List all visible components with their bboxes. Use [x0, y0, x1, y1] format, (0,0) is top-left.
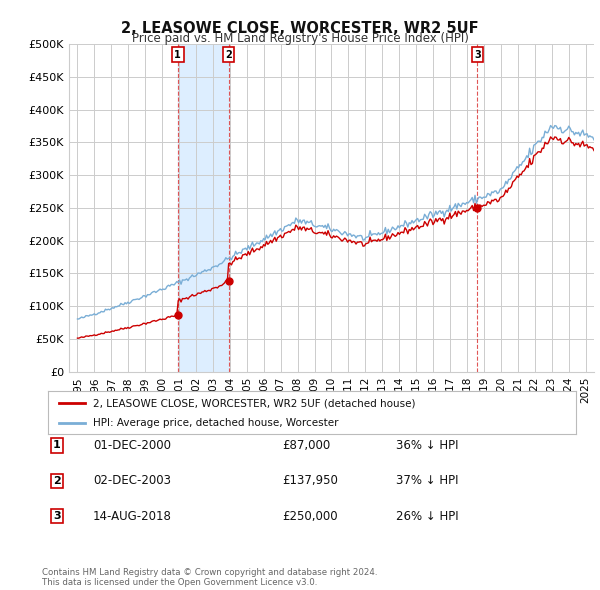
Text: 2, LEASOWE CLOSE, WORCESTER, WR2 5UF: 2, LEASOWE CLOSE, WORCESTER, WR2 5UF: [121, 21, 479, 35]
Text: 2: 2: [53, 476, 61, 486]
Text: 1: 1: [175, 50, 181, 60]
Text: HPI: Average price, detached house, Worcester: HPI: Average price, detached house, Worc…: [93, 418, 338, 428]
Text: Contains HM Land Registry data © Crown copyright and database right 2024.
This d: Contains HM Land Registry data © Crown c…: [42, 568, 377, 587]
Bar: [178, 44, 229, 372]
Text: 1: 1: [53, 441, 61, 450]
Text: £87,000: £87,000: [282, 439, 330, 452]
Text: 3: 3: [53, 512, 61, 521]
Text: Price paid vs. HM Land Registry's House Price Index (HPI): Price paid vs. HM Land Registry's House …: [131, 32, 469, 45]
Text: 14-AUG-2018: 14-AUG-2018: [93, 510, 172, 523]
Text: £250,000: £250,000: [282, 510, 338, 523]
Text: £137,950: £137,950: [282, 474, 338, 487]
Text: 26% ↓ HPI: 26% ↓ HPI: [396, 510, 458, 523]
Text: 37% ↓ HPI: 37% ↓ HPI: [396, 474, 458, 487]
Text: 3: 3: [474, 50, 481, 60]
Text: 2: 2: [225, 50, 232, 60]
Text: 01-DEC-2000: 01-DEC-2000: [93, 439, 171, 452]
Text: 36% ↓ HPI: 36% ↓ HPI: [396, 439, 458, 452]
Text: 02-DEC-2003: 02-DEC-2003: [93, 474, 171, 487]
Text: 2, LEASOWE CLOSE, WORCESTER, WR2 5UF (detached house): 2, LEASOWE CLOSE, WORCESTER, WR2 5UF (de…: [93, 398, 415, 408]
